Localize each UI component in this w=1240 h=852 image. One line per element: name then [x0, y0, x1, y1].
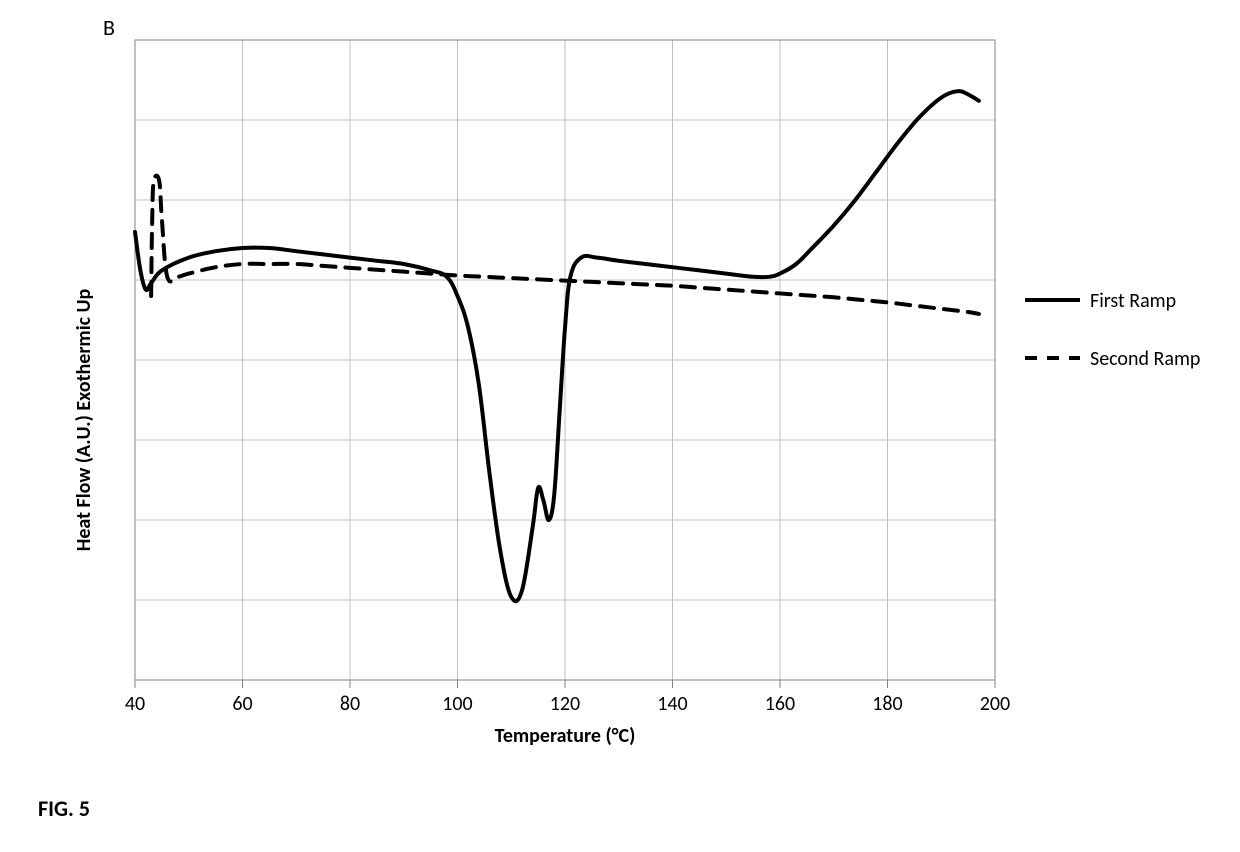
page-root: B 406080100120140160180200Temperature (°…	[0, 0, 1240, 852]
x-axis-label: Temperature (°C)	[495, 724, 636, 748]
x-tick-label: 60	[232, 692, 252, 716]
x-tick-label: 100	[442, 692, 472, 716]
figure-label: FIG. 5	[38, 795, 90, 822]
x-tick-label: 40	[125, 692, 145, 716]
x-tick-label: 200	[980, 692, 1010, 716]
legend-label: Second Ramp	[1090, 347, 1200, 371]
x-tick-label: 80	[340, 692, 360, 716]
dsc-chart: 40 60 80 100 120 140 160 180 200 Temperature (°C)…	[0, 0, 1240, 805]
chart-svg: 40 60 80 100 120 140 160 180 200 Temperature (°C)…	[0, 0, 1240, 800]
x-tick-label: 180	[872, 692, 902, 716]
y-axis-label: Heat Flow (A.U.) Exothermic Up	[72, 288, 96, 551]
legend-label: First Ramp	[1090, 289, 1176, 313]
x-tick-label: 140	[657, 692, 687, 716]
x-tick-label: 120	[550, 692, 580, 716]
x-tick-label: 160	[765, 692, 795, 716]
